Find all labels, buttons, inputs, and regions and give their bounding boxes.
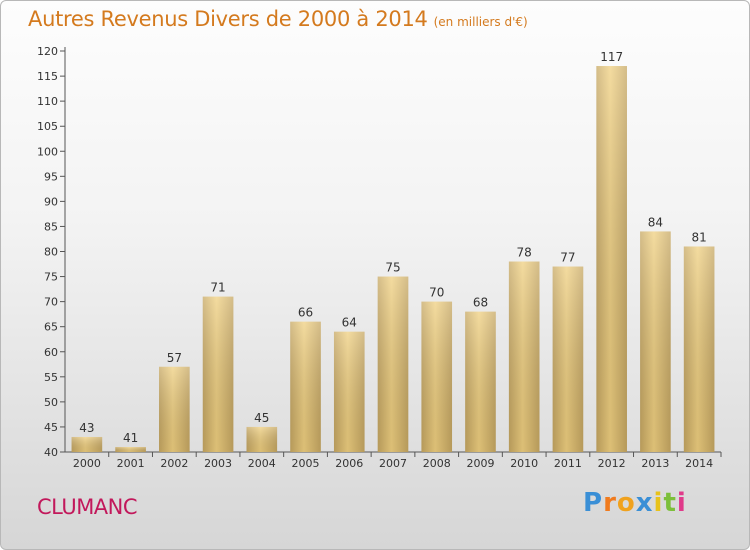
data-label: 57: [167, 351, 182, 365]
y-tick-label: 65: [44, 321, 58, 334]
bar-shade: [421, 301, 453, 452]
x-tick-label: 2012: [598, 457, 626, 470]
data-label: 77: [560, 251, 575, 265]
logo-letter: o: [616, 488, 636, 518]
x-tick-label: 2004: [248, 457, 276, 470]
y-tick-label: 80: [44, 246, 58, 259]
y-tick-label: 90: [44, 195, 58, 208]
logo-letter: P: [583, 488, 604, 518]
y-tick-label: 120: [37, 45, 58, 58]
data-label: 84: [648, 215, 663, 229]
data-label: 41: [123, 431, 138, 445]
y-tick-label: 85: [44, 220, 58, 233]
bar-shade: [377, 276, 409, 452]
bar-shade: [596, 66, 627, 452]
chart-subtitle: (en milliers d'€): [433, 15, 528, 29]
data-label: 71: [210, 281, 225, 295]
x-tick-label: 2001: [117, 457, 145, 470]
town-name: CLUMANC: [37, 495, 138, 519]
logo-letter: r: [603, 488, 617, 518]
x-tick-label: 2003: [204, 457, 232, 470]
x-tick-label: 2008: [423, 457, 451, 470]
y-tick-label: 95: [44, 170, 58, 183]
y-tick-label: 75: [44, 271, 58, 284]
y-tick-label: 115: [37, 70, 58, 83]
bar-shade: [246, 426, 278, 452]
x-tick-label: 2007: [379, 457, 407, 470]
bar-shade: [508, 261, 540, 452]
logo-letter: t: [663, 488, 677, 518]
x-tick-label: 2006: [335, 457, 363, 470]
y-tick-label: 70: [44, 296, 58, 309]
y-tick-label: 45: [44, 421, 58, 434]
bar-shade: [290, 321, 321, 452]
data-label: 64: [342, 316, 357, 330]
y-tick-label: 100: [37, 145, 58, 158]
data-label: 68: [473, 296, 488, 310]
chart-title: Autres Revenus Divers de 2000 à 2014 (en …: [28, 7, 528, 31]
x-tick-label: 2013: [641, 457, 669, 470]
y-tick-label: 55: [44, 371, 58, 384]
x-tick-label: 2011: [554, 457, 582, 470]
x-tick-label: 2009: [466, 457, 494, 470]
y-tick-label: 50: [44, 396, 58, 409]
y-tick-label: 110: [37, 95, 58, 108]
data-label: 75: [385, 261, 400, 275]
data-label: 70: [429, 286, 444, 300]
data-label: 66: [298, 306, 313, 320]
x-tick-label: 2000: [73, 457, 101, 470]
x-tick-label: 2010: [510, 457, 538, 470]
bar-shade: [640, 231, 671, 452]
y-tick-label: 60: [44, 346, 58, 359]
bar-shade: [115, 446, 146, 452]
x-tick-label: 2005: [292, 457, 320, 470]
bar-shade: [71, 436, 103, 452]
chart-title-text: Autres Revenus Divers de 2000 à 2014: [28, 7, 428, 31]
bar-shade: [683, 246, 715, 452]
x-tick-label: 2014: [685, 457, 713, 470]
bar-shade: [552, 266, 584, 452]
data-label: 43: [79, 421, 94, 435]
data-label: 45: [254, 411, 269, 425]
bar-shade: [202, 296, 234, 452]
y-tick-label: 105: [37, 120, 58, 133]
data-label: 81: [691, 230, 706, 244]
logo-letter: x: [635, 488, 654, 518]
bar-shade: [465, 311, 496, 452]
data-label: 78: [517, 246, 532, 260]
bar-shade: [333, 331, 365, 452]
logo-letter: i: [653, 488, 664, 518]
y-tick-label: 40: [44, 446, 58, 459]
bar-shade: [159, 366, 190, 452]
proxiti-logo: Proxiti: [583, 488, 687, 518]
logo-letter: i: [676, 488, 687, 518]
x-tick-label: 2002: [160, 457, 188, 470]
data-label: 117: [600, 50, 623, 64]
